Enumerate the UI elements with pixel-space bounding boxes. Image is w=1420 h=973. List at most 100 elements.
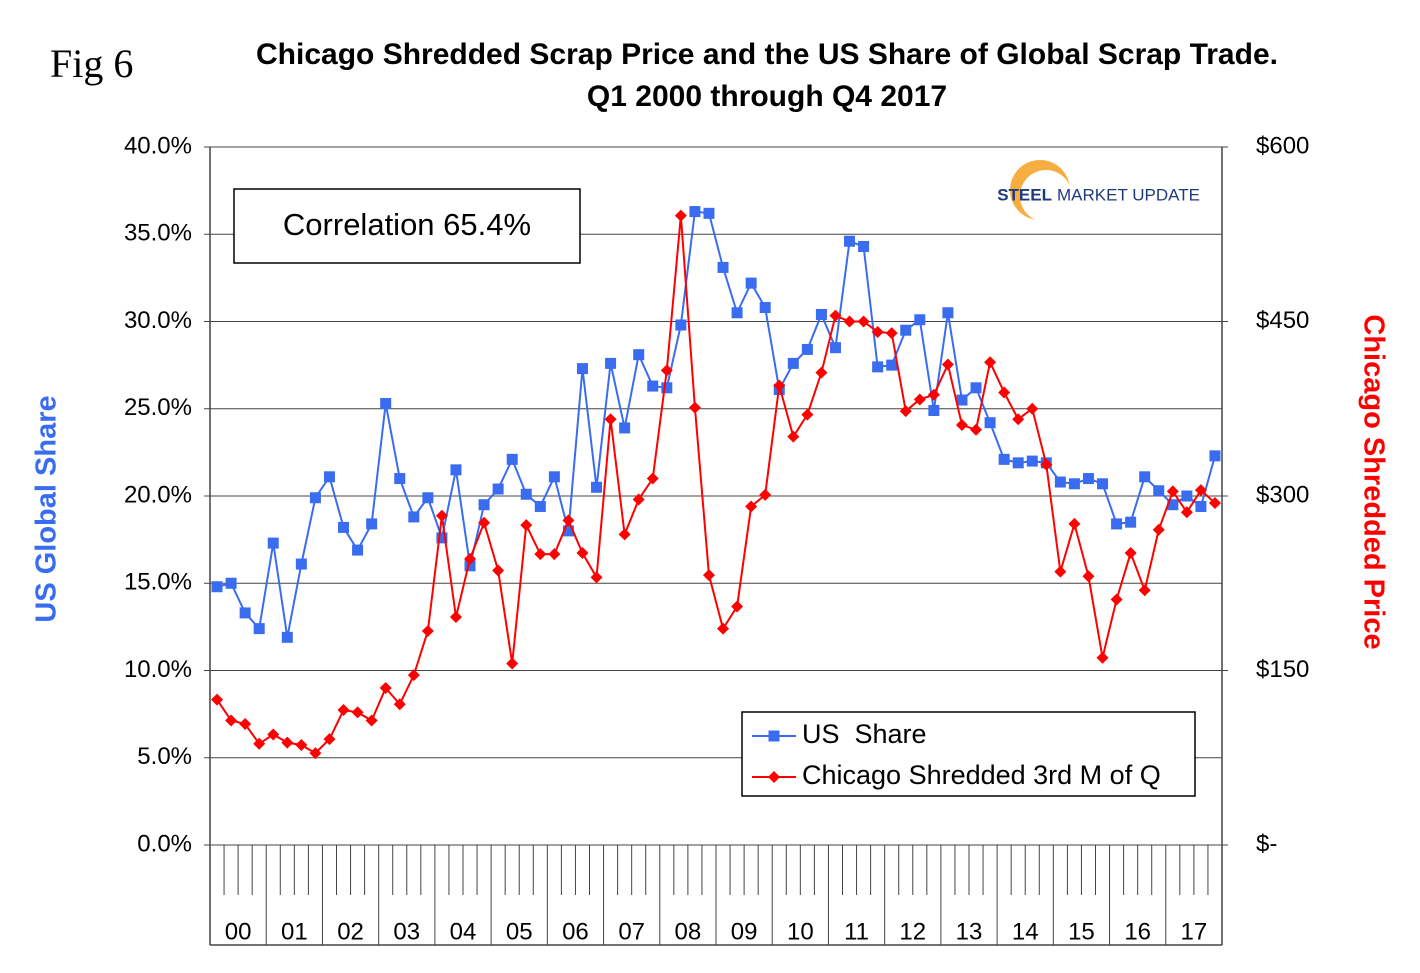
point bbox=[1082, 473, 1094, 485]
point bbox=[1068, 478, 1080, 490]
annotation: Correlation 65.4% bbox=[283, 207, 531, 242]
point bbox=[787, 430, 800, 443]
point bbox=[745, 277, 757, 289]
point bbox=[773, 379, 786, 392]
point bbox=[379, 681, 392, 694]
legend-label: Chicago Shredded 3rd M of Q bbox=[802, 760, 1161, 790]
y2-tick-label: $300 bbox=[1256, 481, 1309, 508]
point bbox=[844, 235, 856, 247]
y-tick-label: 25.0% bbox=[124, 394, 192, 421]
y-tick-label: 15.0% bbox=[124, 569, 192, 596]
x-tick-label: 07 bbox=[618, 918, 645, 945]
point bbox=[702, 569, 715, 582]
point bbox=[731, 307, 743, 319]
point bbox=[998, 386, 1011, 399]
legend-marker bbox=[768, 771, 780, 783]
point bbox=[366, 518, 378, 530]
x-tick-label: 08 bbox=[675, 918, 702, 945]
point bbox=[604, 413, 617, 426]
point bbox=[520, 488, 532, 500]
point bbox=[1026, 402, 1039, 415]
point bbox=[225, 714, 238, 727]
point bbox=[829, 309, 842, 322]
x-tick-label: 05 bbox=[506, 918, 533, 945]
point bbox=[449, 610, 462, 623]
point bbox=[913, 393, 926, 406]
chart-title: Chicago Shredded Scrap Price and the US … bbox=[256, 38, 1278, 113]
point bbox=[914, 314, 926, 326]
point bbox=[941, 358, 954, 371]
point bbox=[407, 669, 420, 682]
point bbox=[619, 422, 631, 434]
y-tick-label: 0.0% bbox=[137, 830, 192, 857]
point bbox=[421, 624, 434, 637]
point bbox=[984, 417, 996, 429]
point bbox=[815, 366, 828, 379]
point bbox=[928, 404, 940, 416]
point bbox=[562, 525, 574, 537]
point bbox=[970, 382, 982, 394]
point bbox=[338, 521, 350, 533]
point bbox=[745, 500, 758, 513]
point bbox=[646, 472, 659, 485]
point bbox=[633, 349, 645, 361]
point bbox=[1082, 570, 1095, 583]
point bbox=[1125, 516, 1137, 528]
logo-text: MARKET UPDATE bbox=[1057, 185, 1200, 204]
point bbox=[1139, 471, 1151, 483]
point bbox=[618, 528, 631, 541]
point bbox=[548, 548, 561, 561]
point bbox=[660, 364, 673, 377]
point bbox=[436, 532, 448, 544]
point bbox=[239, 607, 251, 619]
y-tick-label: 5.0% bbox=[137, 743, 192, 770]
point bbox=[843, 315, 856, 328]
point bbox=[885, 327, 898, 340]
point bbox=[829, 342, 841, 354]
point bbox=[534, 548, 547, 561]
x-tick-label: 17 bbox=[1181, 918, 1208, 945]
point bbox=[900, 324, 912, 336]
point bbox=[393, 698, 406, 711]
x-tick-label: 14 bbox=[1012, 918, 1039, 945]
figure-label: Fig 6 bbox=[50, 41, 134, 86]
legend-marker bbox=[768, 730, 780, 742]
point bbox=[520, 519, 533, 532]
point bbox=[464, 552, 477, 565]
point bbox=[1180, 506, 1193, 519]
point bbox=[998, 453, 1010, 465]
point bbox=[309, 492, 321, 504]
point bbox=[1124, 547, 1137, 560]
point bbox=[955, 419, 968, 432]
point bbox=[717, 622, 730, 635]
point bbox=[956, 394, 968, 406]
y-axis-label: US Global Share bbox=[31, 395, 63, 622]
x-tick-label: 11 bbox=[844, 918, 869, 945]
point bbox=[984, 356, 997, 369]
point bbox=[1138, 584, 1151, 597]
point bbox=[1194, 484, 1207, 497]
point bbox=[970, 423, 983, 436]
point bbox=[380, 398, 392, 410]
point bbox=[1167, 499, 1179, 511]
point bbox=[872, 361, 884, 373]
y2-tick-label: $450 bbox=[1256, 307, 1309, 334]
point bbox=[801, 343, 813, 355]
point bbox=[1068, 517, 1081, 530]
point bbox=[267, 728, 280, 741]
point bbox=[422, 492, 434, 504]
point bbox=[281, 631, 293, 643]
y2-tick-label: $- bbox=[1256, 830, 1277, 857]
point bbox=[239, 718, 252, 731]
point bbox=[478, 516, 491, 529]
x-tick-label: 02 bbox=[337, 918, 364, 945]
point bbox=[886, 359, 898, 371]
point bbox=[408, 511, 420, 523]
point bbox=[365, 714, 378, 727]
point bbox=[352, 544, 364, 556]
x-tick-label: 06 bbox=[562, 918, 589, 945]
point bbox=[1012, 413, 1025, 426]
point bbox=[1209, 450, 1221, 462]
point bbox=[717, 261, 729, 273]
